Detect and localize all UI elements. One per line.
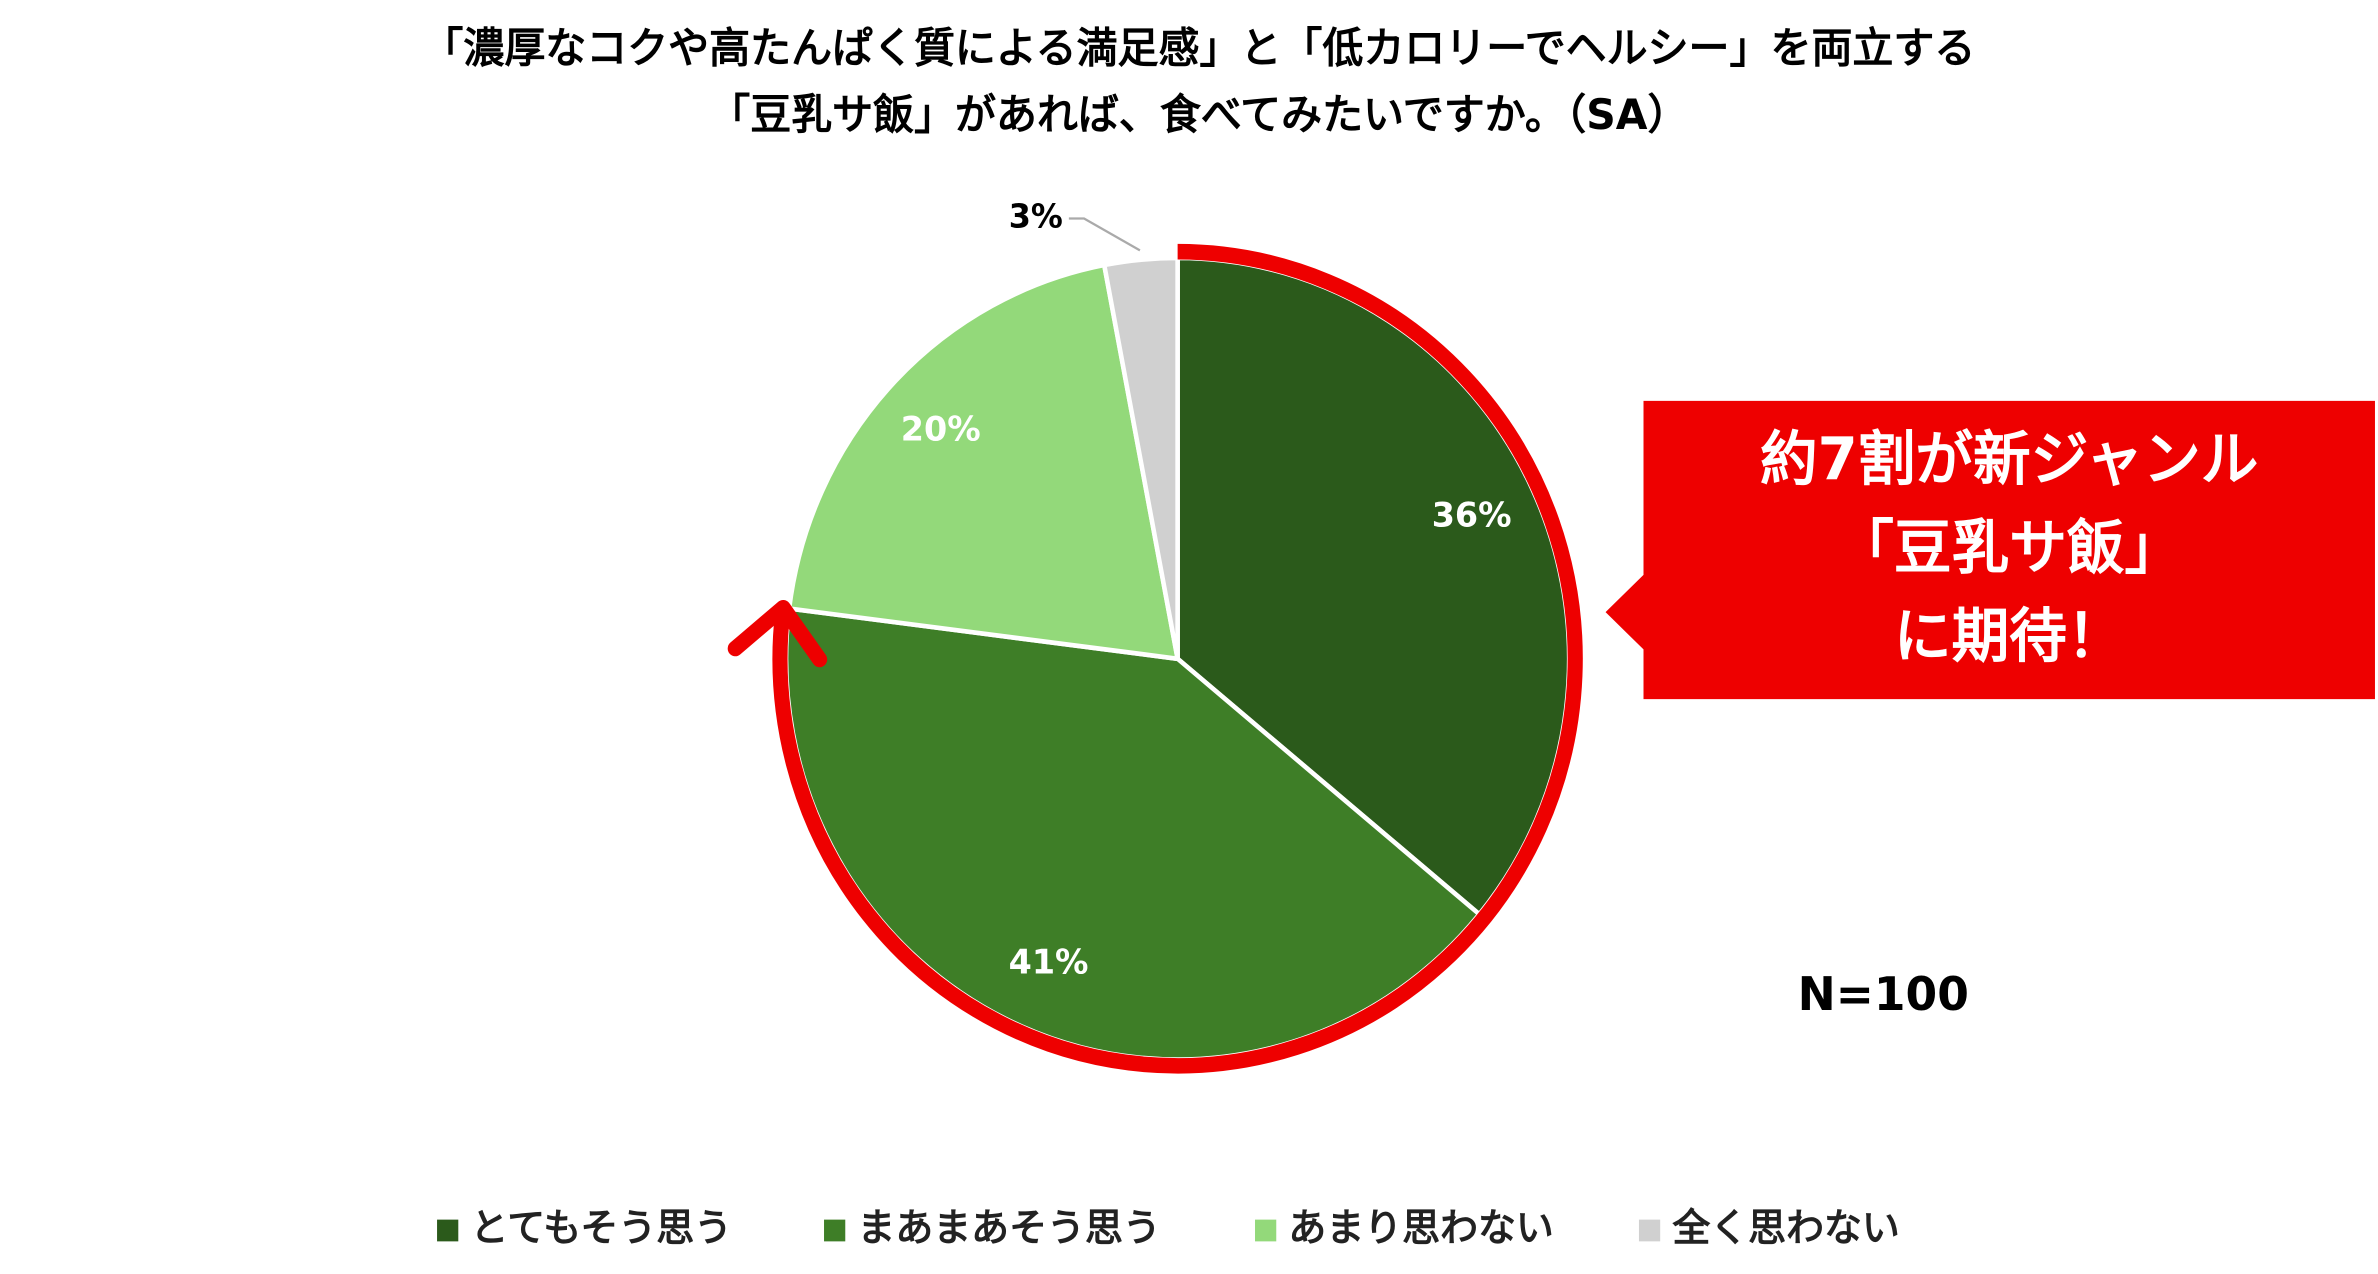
chart-title: 「豆乳サ飯」があれば、食べてみたいですか。（SA） bbox=[709, 91, 1688, 140]
callout-box bbox=[1605, 400, 2375, 700]
highlight-arrow bbox=[727, 599, 828, 668]
legend-label: 全く思わない bbox=[1671, 1206, 1900, 1252]
data-label: 36% bbox=[1432, 495, 1512, 534]
highlight-arc bbox=[772, 243, 1583, 1074]
leader-line bbox=[1068, 217, 1141, 252]
callout-text: 「豆乳サ飯」 bbox=[1836, 513, 2182, 582]
pie-slice bbox=[1101, 255, 1180, 660]
sample-size: N=100 bbox=[1798, 967, 1969, 1022]
legend-swatch bbox=[437, 1219, 459, 1242]
legend-label: まあまあそう思う bbox=[857, 1206, 1160, 1252]
data-label: 20% bbox=[901, 409, 981, 448]
legend-label: とてもそう思う bbox=[470, 1206, 732, 1252]
callout-text: に期待！ bbox=[1894, 602, 2125, 671]
legend-swatch bbox=[1255, 1219, 1277, 1242]
legend-swatch bbox=[824, 1219, 846, 1242]
data-label: 41% bbox=[1009, 942, 1089, 981]
data-label: 3% bbox=[1009, 197, 1063, 235]
pie-slice bbox=[786, 262, 1181, 662]
legend-label: あまり思わない bbox=[1288, 1206, 1553, 1252]
legend-swatch bbox=[1638, 1219, 1661, 1242]
chart-title: 「濃厚なコクや高たんぱく質による満足感」と「低カロリーでヘルシー」を両立する bbox=[422, 24, 1975, 73]
callout-text: 約7割が新ジャンル bbox=[1760, 425, 2258, 494]
